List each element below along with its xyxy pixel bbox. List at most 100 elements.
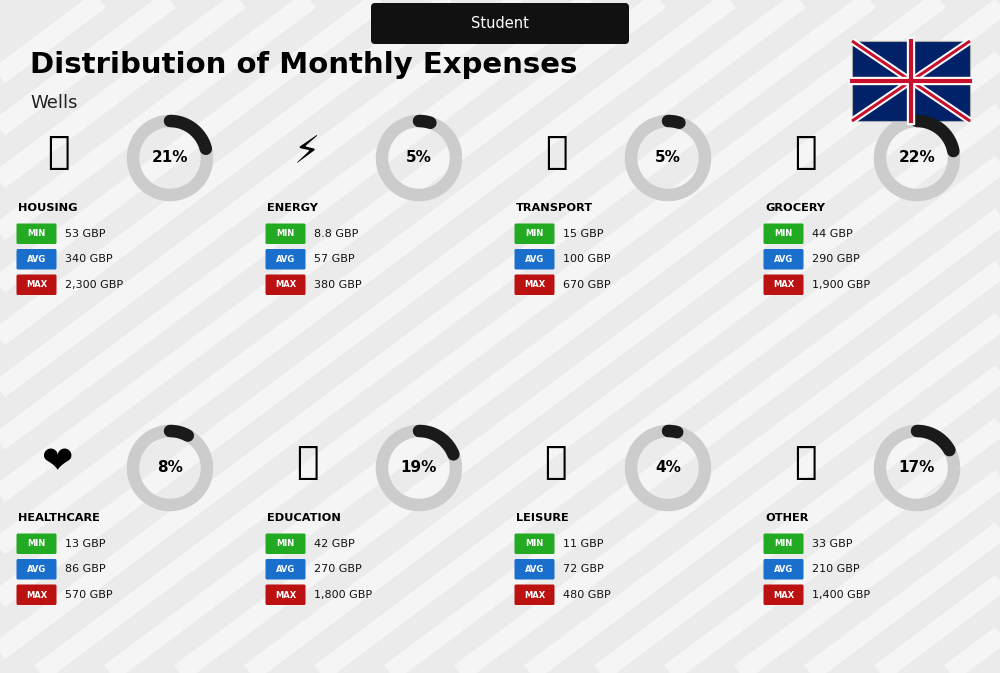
Text: 53 GBP: 53 GBP: [65, 229, 105, 239]
Text: 1,800 GBP: 1,800 GBP: [314, 590, 372, 600]
Text: AVG: AVG: [27, 255, 46, 264]
Text: AVG: AVG: [276, 565, 295, 574]
Text: 15 GBP: 15 GBP: [563, 229, 604, 239]
Text: HEALTHCARE: HEALTHCARE: [18, 513, 100, 523]
Text: 86 GBP: 86 GBP: [65, 565, 106, 575]
Text: 4%: 4%: [655, 460, 681, 476]
Text: LEISURE: LEISURE: [516, 513, 569, 523]
FancyBboxPatch shape: [371, 3, 629, 44]
Text: MAX: MAX: [26, 590, 47, 600]
FancyBboxPatch shape: [514, 223, 554, 244]
Text: 👜: 👜: [794, 445, 816, 481]
Text: 11 GBP: 11 GBP: [563, 539, 604, 549]
FancyBboxPatch shape: [16, 559, 56, 579]
FancyBboxPatch shape: [514, 584, 554, 605]
Text: 1,900 GBP: 1,900 GBP: [812, 280, 870, 290]
Text: HOUSING: HOUSING: [18, 203, 78, 213]
Text: MIN: MIN: [525, 229, 544, 238]
FancyBboxPatch shape: [266, 534, 306, 554]
FancyBboxPatch shape: [266, 223, 306, 244]
Text: 8.8 GBP: 8.8 GBP: [314, 229, 358, 239]
Text: MAX: MAX: [26, 281, 47, 289]
FancyBboxPatch shape: [266, 559, 306, 579]
Text: OTHER: OTHER: [765, 513, 808, 523]
FancyBboxPatch shape: [266, 275, 306, 295]
Text: MIN: MIN: [27, 540, 46, 548]
FancyBboxPatch shape: [514, 249, 554, 269]
Text: 290 GBP: 290 GBP: [812, 254, 860, 264]
FancyBboxPatch shape: [764, 249, 804, 269]
Text: 5%: 5%: [655, 151, 681, 166]
Text: 100 GBP: 100 GBP: [563, 254, 610, 264]
Text: MIN: MIN: [774, 540, 793, 548]
FancyBboxPatch shape: [764, 534, 804, 554]
Text: MIN: MIN: [774, 229, 793, 238]
Text: 570 GBP: 570 GBP: [65, 590, 113, 600]
Text: MAX: MAX: [275, 590, 296, 600]
FancyBboxPatch shape: [266, 584, 306, 605]
Text: 210 GBP: 210 GBP: [812, 565, 860, 575]
FancyBboxPatch shape: [16, 534, 56, 554]
FancyBboxPatch shape: [764, 275, 804, 295]
Text: 5%: 5%: [406, 151, 432, 166]
Text: ⚡: ⚡: [294, 135, 320, 171]
Text: 72 GBP: 72 GBP: [563, 565, 604, 575]
Text: MIN: MIN: [525, 540, 544, 548]
Text: 🏢: 🏢: [47, 135, 69, 171]
FancyBboxPatch shape: [514, 559, 554, 579]
Text: AVG: AVG: [27, 565, 46, 574]
FancyBboxPatch shape: [514, 534, 554, 554]
Text: 270 GBP: 270 GBP: [314, 565, 362, 575]
Text: AVG: AVG: [774, 565, 793, 574]
Text: 🚌: 🚌: [545, 135, 567, 171]
Text: 44 GBP: 44 GBP: [812, 229, 853, 239]
Text: MAX: MAX: [524, 590, 545, 600]
Text: 19%: 19%: [401, 460, 437, 476]
FancyBboxPatch shape: [16, 275, 56, 295]
FancyBboxPatch shape: [852, 41, 970, 121]
Text: Student: Student: [471, 16, 529, 31]
Text: 🎓: 🎓: [296, 445, 318, 481]
Text: GROCERY: GROCERY: [765, 203, 825, 213]
Text: MAX: MAX: [275, 281, 296, 289]
FancyBboxPatch shape: [16, 249, 56, 269]
FancyBboxPatch shape: [266, 249, 306, 269]
Text: Distribution of Monthly Expenses: Distribution of Monthly Expenses: [30, 51, 577, 79]
Text: 2,300 GBP: 2,300 GBP: [65, 280, 123, 290]
Text: 1,400 GBP: 1,400 GBP: [812, 590, 870, 600]
Text: 480 GBP: 480 GBP: [563, 590, 611, 600]
Text: AVG: AVG: [774, 255, 793, 264]
Text: 8%: 8%: [157, 460, 183, 476]
Text: 380 GBP: 380 GBP: [314, 280, 362, 290]
Text: 57 GBP: 57 GBP: [314, 254, 355, 264]
Text: MAX: MAX: [773, 281, 794, 289]
FancyBboxPatch shape: [764, 223, 804, 244]
Text: MAX: MAX: [773, 590, 794, 600]
FancyBboxPatch shape: [764, 559, 804, 579]
Text: Wells: Wells: [30, 94, 78, 112]
Text: TRANSPORT: TRANSPORT: [516, 203, 593, 213]
Text: EDUCATION: EDUCATION: [267, 513, 341, 523]
Text: AVG: AVG: [525, 565, 544, 574]
Text: ❤️: ❤️: [42, 445, 74, 481]
Text: 340 GBP: 340 GBP: [65, 254, 113, 264]
Text: MIN: MIN: [276, 229, 295, 238]
Text: 21%: 21%: [152, 151, 188, 166]
Text: AVG: AVG: [276, 255, 295, 264]
FancyBboxPatch shape: [16, 584, 56, 605]
Text: MIN: MIN: [276, 540, 295, 548]
Text: 🛒: 🛒: [794, 135, 816, 171]
Text: 42 GBP: 42 GBP: [314, 539, 355, 549]
FancyBboxPatch shape: [764, 584, 804, 605]
Text: 🛍️: 🛍️: [545, 445, 567, 481]
FancyBboxPatch shape: [16, 223, 56, 244]
Text: ENERGY: ENERGY: [267, 203, 318, 213]
Text: 33 GBP: 33 GBP: [812, 539, 852, 549]
Text: 22%: 22%: [899, 151, 935, 166]
Text: 670 GBP: 670 GBP: [563, 280, 611, 290]
Text: MIN: MIN: [27, 229, 46, 238]
Text: MAX: MAX: [524, 281, 545, 289]
Text: 17%: 17%: [899, 460, 935, 476]
FancyBboxPatch shape: [514, 275, 554, 295]
Text: 13 GBP: 13 GBP: [65, 539, 105, 549]
